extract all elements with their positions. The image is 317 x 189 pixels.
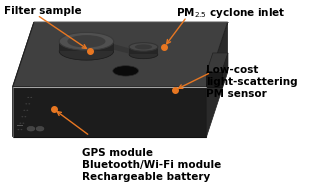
Ellipse shape [113, 66, 139, 76]
Polygon shape [206, 72, 222, 87]
Circle shape [23, 110, 25, 111]
Ellipse shape [59, 32, 114, 50]
Bar [17, 125, 23, 126]
Polygon shape [206, 53, 228, 72]
Circle shape [17, 129, 19, 130]
Text: PM$_{2.5}$ cyclone inlet: PM$_{2.5}$ cyclone inlet [176, 6, 286, 20]
Circle shape [24, 116, 26, 117]
Ellipse shape [129, 50, 158, 59]
Ellipse shape [67, 35, 106, 48]
Polygon shape [107, 42, 132, 54]
Circle shape [19, 123, 21, 124]
Polygon shape [206, 22, 228, 137]
Ellipse shape [135, 44, 152, 50]
Text: GPS module
Bluetooth/Wi-Fi module
Rechargeable battery: GPS module Bluetooth/Wi-Fi module Rechar… [82, 148, 222, 182]
Circle shape [21, 129, 23, 130]
Polygon shape [59, 41, 114, 51]
Circle shape [22, 116, 23, 117]
Text: Filter sample: Filter sample [4, 6, 81, 16]
Circle shape [26, 110, 28, 111]
Polygon shape [13, 22, 228, 87]
Circle shape [23, 123, 24, 124]
Polygon shape [222, 53, 228, 87]
Polygon shape [129, 47, 158, 54]
Circle shape [27, 97, 29, 98]
Polygon shape [13, 22, 34, 137]
Circle shape [29, 103, 30, 104]
Polygon shape [111, 39, 114, 51]
Circle shape [36, 126, 44, 131]
Polygon shape [13, 87, 206, 137]
Circle shape [30, 97, 32, 98]
Circle shape [25, 103, 27, 104]
Ellipse shape [59, 42, 114, 60]
Text: Low-cost
light-scattering
PM sensor: Low-cost light-scattering PM sensor [206, 65, 298, 99]
Ellipse shape [129, 43, 158, 51]
Polygon shape [59, 39, 62, 51]
Circle shape [27, 126, 35, 131]
